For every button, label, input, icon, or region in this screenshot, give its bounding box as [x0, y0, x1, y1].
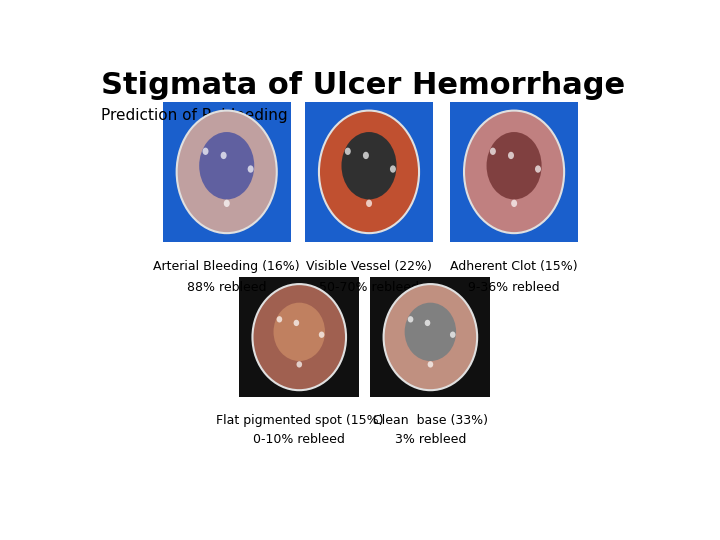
Ellipse shape	[199, 132, 254, 199]
Ellipse shape	[341, 132, 397, 199]
Ellipse shape	[363, 152, 369, 159]
Ellipse shape	[276, 316, 282, 322]
Ellipse shape	[297, 361, 302, 368]
Text: Stigmata of Ulcer Hemorrhage: Stigmata of Ulcer Hemorrhage	[101, 71, 625, 100]
Ellipse shape	[464, 111, 564, 233]
Ellipse shape	[202, 147, 209, 155]
Ellipse shape	[319, 111, 419, 233]
Ellipse shape	[274, 302, 325, 361]
Text: Adherent Clot (15%): Adherent Clot (15%)	[450, 260, 578, 273]
Bar	[239, 277, 359, 397]
Ellipse shape	[248, 165, 253, 173]
Text: 50-70% rebleed: 50-70% rebleed	[319, 281, 419, 294]
Ellipse shape	[366, 200, 372, 207]
Ellipse shape	[224, 200, 230, 207]
Ellipse shape	[390, 165, 396, 173]
Text: 0-10% rebleed: 0-10% rebleed	[253, 433, 345, 446]
Bar	[163, 102, 291, 241]
Text: 9-36% rebleed: 9-36% rebleed	[468, 281, 560, 294]
Bar	[305, 102, 433, 241]
Text: 3% rebleed: 3% rebleed	[395, 433, 466, 446]
Ellipse shape	[408, 316, 413, 322]
Ellipse shape	[487, 132, 541, 199]
Text: Arterial Bleeding (16%): Arterial Bleeding (16%)	[153, 260, 300, 273]
Ellipse shape	[220, 152, 227, 159]
Ellipse shape	[425, 320, 431, 326]
Ellipse shape	[176, 111, 276, 233]
Ellipse shape	[490, 147, 496, 155]
Bar	[370, 277, 490, 397]
Ellipse shape	[428, 361, 433, 368]
Text: Flat pigmented spot (15%): Flat pigmented spot (15%)	[215, 414, 383, 427]
Ellipse shape	[384, 284, 477, 390]
Text: Visible Vessel (22%): Visible Vessel (22%)	[306, 260, 432, 273]
Ellipse shape	[508, 152, 514, 159]
Ellipse shape	[345, 147, 351, 155]
Ellipse shape	[319, 332, 325, 338]
Ellipse shape	[253, 284, 346, 390]
Ellipse shape	[405, 302, 456, 361]
Text: Prediction of Rebleeding: Prediction of Rebleeding	[101, 109, 288, 124]
Ellipse shape	[535, 165, 541, 173]
Ellipse shape	[450, 332, 456, 338]
Bar	[450, 102, 578, 241]
Ellipse shape	[294, 320, 300, 326]
Text: 88% rebleed: 88% rebleed	[187, 281, 266, 294]
Text: Clean  base (33%): Clean base (33%)	[373, 414, 488, 427]
Ellipse shape	[511, 200, 517, 207]
